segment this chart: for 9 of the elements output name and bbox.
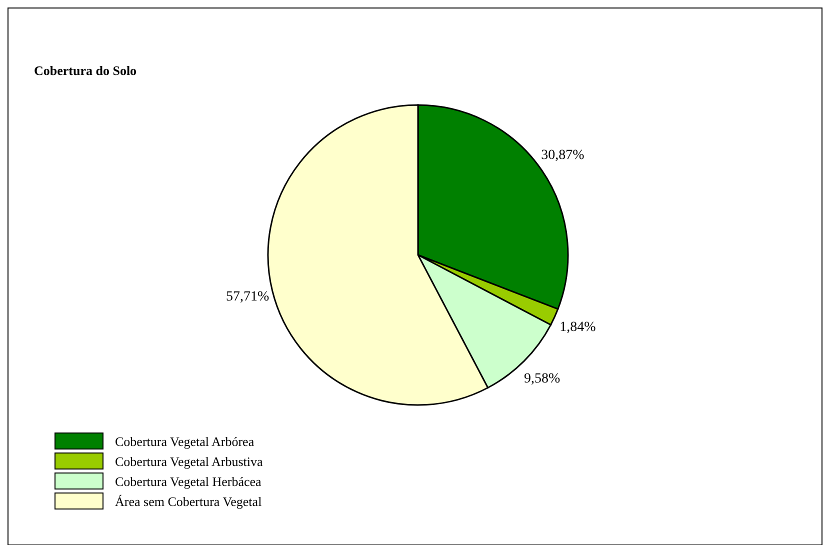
legend-label: Cobertura Vegetal Herbácea [115, 474, 262, 489]
data-label: 9,58% [524, 371, 561, 386]
legend-label: Cobertura Vegetal Arbustiva [115, 454, 264, 469]
legend-label: Cobertura Vegetal Arbórea [115, 434, 254, 449]
data-label: 57,71% [226, 289, 270, 304]
legend-label: Área sem Cobertura Vegetal [115, 494, 262, 509]
data-label: 1,84% [560, 320, 596, 335]
chart-title: Cobertura do Solo [34, 63, 137, 78]
data-label: 30,87% [541, 148, 585, 163]
